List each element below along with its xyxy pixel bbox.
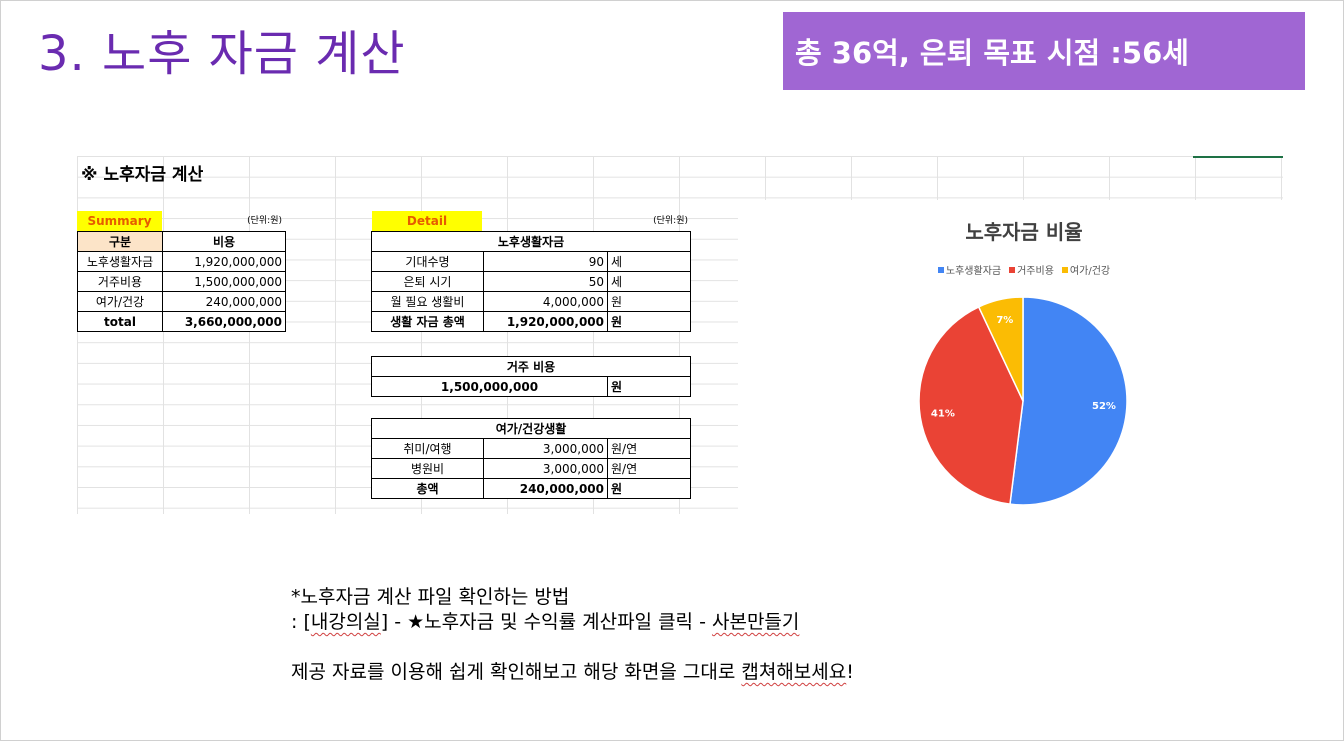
sheet-title: ※ 노후자금 계산 <box>81 165 204 185</box>
leisure-total-name: 총액 <box>371 478 484 499</box>
living-row-unit: 세 <box>607 251 691 272</box>
living-row-value: 4,000,000 <box>483 291 608 312</box>
pie-slice-1 <box>1009 296 1128 506</box>
instructions: *노후자금 계산 파일 확인하는 방법 : [내강의실] - ★노후자금 및 수… <box>291 585 854 685</box>
pie-label-2: 41% <box>931 409 955 420</box>
chart-title: 노후자금 비율 <box>965 220 1083 244</box>
living-total-value: 1,920,000,000 <box>483 311 608 332</box>
leisure-row-value: 3,000,000 <box>483 438 608 459</box>
legend-swatch <box>1061 266 1068 273</box>
instruction-prefix: : [ <box>291 611 311 633</box>
legend-item: 여가/건강 <box>1061 262 1111 277</box>
living-row-name: 기대수명 <box>371 251 484 272</box>
instruction-line-3: 제공 자료를 이용해 쉽게 확인해보고 해당 화면을 그대로 캡쳐해보세요! <box>291 660 854 685</box>
summary-header-cost: 비용 <box>162 231 286 252</box>
living-row-name: 월 필요 생활비 <box>371 291 484 312</box>
pie-chart: 노후자금 비율 노후생활자금 거주비용 여가/건강 52% 41% 7% <box>738 200 1283 514</box>
summary-unit: (단위:원) <box>247 216 282 226</box>
summary-total-value: 3,660,000,000 <box>162 311 286 332</box>
instruction-line-1: *노후자금 계산 파일 확인하는 방법 <box>291 586 570 608</box>
legend-swatch <box>1009 266 1016 273</box>
summary-total-label: total <box>77 311 163 332</box>
instruction-line-2: : [내강의실] - ★노후자금 및 수익률 계산파일 클릭 - 사본만들기 <box>291 610 854 635</box>
summary-row-value: 240,000,000 <box>162 291 286 312</box>
leisure-row-unit: 원/연 <box>607 458 691 479</box>
housing-value: 1,500,000,000 <box>371 376 608 397</box>
leisure-header: 여가/건강생활 <box>371 418 691 439</box>
pie-slice-2 <box>918 305 1024 506</box>
living-row-value: 50 <box>483 271 608 292</box>
living-row-value: 90 <box>483 251 608 272</box>
summary-header-category: 구분 <box>77 231 163 252</box>
instruction-main: 제공 자료를 이용해 쉽게 확인해보고 해당 화면을 그대로 <box>291 661 742 683</box>
legend-swatch <box>937 266 944 273</box>
legend-label: 노후생활자금 <box>945 266 1002 277</box>
instruction-end: ! <box>846 661 854 683</box>
summary-row-name: 거주비용 <box>77 271 163 292</box>
instruction-capture: 캡쳐해보세요 <box>741 661 847 683</box>
living-row-unit: 원 <box>607 291 691 312</box>
legend-label: 거주비용 <box>1017 266 1054 277</box>
pie-slice-3 <box>977 296 1024 402</box>
leisure-total-value: 240,000,000 <box>483 478 608 499</box>
instruction-room: 내강의실 <box>310 611 381 633</box>
living-header: 노후생활자금 <box>371 231 691 252</box>
pie-svg: 52% 41% 7% <box>918 296 1128 506</box>
legend-item: 거주비용 <box>1009 262 1054 277</box>
leisure-row-name: 취미/여행 <box>371 438 484 459</box>
spreadsheet-screenshot: ※ 노후자금 계산 Summary (단위:원) 구분 비용 노후생활자금 1,… <box>77 156 1283 514</box>
slide-title: 3. 노후 자금 계산 <box>38 26 406 82</box>
housing-unit: 원 <box>607 376 691 397</box>
instruction-copy: 사본만들기 <box>711 611 800 633</box>
living-total-name: 생활 자금 총액 <box>371 311 484 332</box>
leisure-row-name: 병원비 <box>371 458 484 479</box>
goal-badge: 총 36억, 은퇴 목표 시점 :56세 <box>783 12 1305 90</box>
leisure-row-unit: 원/연 <box>607 438 691 459</box>
summary-row-name: 여가/건강 <box>77 291 163 312</box>
leisure-row-value: 3,000,000 <box>483 458 608 479</box>
leisure-total-unit: 원 <box>607 478 691 499</box>
instruction-mid: ] - ★노후자금 및 수익률 계산파일 클릭 - <box>380 611 712 633</box>
living-total-unit: 원 <box>607 311 691 332</box>
summary-label: Summary <box>77 211 162 232</box>
legend-item: 노후생활자금 <box>937 262 1002 277</box>
chart-legend: 노후생활자금 거주비용 여가/건강 <box>738 262 1283 277</box>
housing-header: 거주 비용 <box>371 356 691 377</box>
detail-unit: (단위:원) <box>653 216 688 226</box>
pie-label-3: 7% <box>996 315 1013 326</box>
legend-label: 여가/건강 <box>1069 266 1111 277</box>
detail-label: Detail <box>372 211 482 232</box>
summary-row-name: 노후생활자금 <box>77 251 163 272</box>
summary-row-value: 1,500,000,000 <box>162 271 286 292</box>
living-row-name: 은퇴 시기 <box>371 271 484 292</box>
pie-label-1: 52% <box>1092 401 1116 412</box>
summary-row-value: 1,920,000,000 <box>162 251 286 272</box>
selection-edge <box>1193 156 1283 158</box>
living-row-unit: 세 <box>607 271 691 292</box>
goal-badge-text: 총 36억, 은퇴 목표 시점 :56세 <box>795 36 1189 70</box>
